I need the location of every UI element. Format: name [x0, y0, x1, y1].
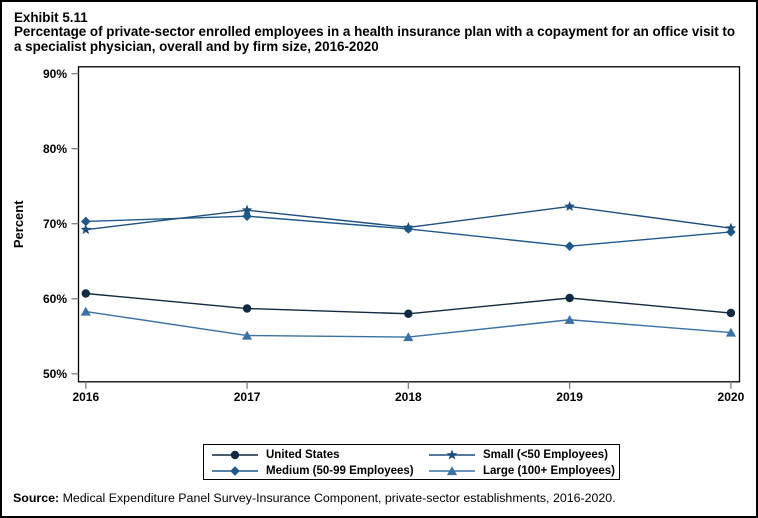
x-axis: 2016 2017 2018 2019 2020: [72, 381, 745, 404]
source-text: Medical Expenditure Panel Survey-Insuran…: [59, 491, 616, 505]
chart-header: Exhibit 5.11 Percentage of private-secto…: [14, 10, 741, 54]
legend-label: Small (<50 Employees): [483, 449, 608, 461]
exhibit-number: Exhibit 5.11: [14, 10, 88, 25]
series-large-100-employees: [80, 306, 736, 342]
series-medium-50-99-employees: [81, 211, 736, 252]
y-axis-title: Percent: [11, 200, 26, 248]
y-tick-label: 50%: [43, 367, 67, 381]
chart-title: Percentage of private-sector enrolled em…: [14, 24, 736, 54]
source-label: Source:: [13, 491, 60, 505]
x-tick-label: 2020: [718, 390, 745, 404]
series-small-50-employees: [80, 200, 737, 235]
x-tick-label: 2016: [72, 390, 99, 404]
legend-marker-diamond-icon: [212, 466, 258, 476]
legend-marker-circle-icon: [212, 450, 258, 460]
legend-item-united-states: United States: [204, 447, 421, 463]
legend-marker-star-icon: [429, 449, 475, 460]
legend-item-medium: Medium (50-99 Employees): [204, 463, 421, 479]
y-axis: 50% 60% 70% 80% 90%: [43, 67, 79, 381]
y-tick-label: 80%: [43, 142, 67, 156]
legend-item-large: Large (100+ Employees): [421, 463, 619, 479]
legend-label: Large (100+ Employees): [483, 465, 615, 477]
legend-marker-triangle-icon: [429, 466, 475, 476]
legend-label: Medium (50-99 Employees): [266, 465, 414, 477]
y-tick-label: 70%: [43, 217, 67, 231]
y-tick-label: 90%: [43, 67, 67, 81]
x-tick-label: 2017: [234, 390, 261, 404]
legend-item-small: Small (<50 Employees): [421, 447, 619, 463]
x-tick-label: 2019: [556, 390, 583, 404]
x-tick-label: 2018: [395, 390, 422, 404]
series-united-states: [81, 289, 736, 318]
y-tick-label: 60%: [43, 292, 67, 306]
chart-legend: United States Small (<50 Employees) Medi…: [203, 444, 620, 480]
source-note: Source: Medical Expenditure Panel Survey…: [13, 491, 753, 505]
legend-label: United States: [266, 449, 340, 461]
